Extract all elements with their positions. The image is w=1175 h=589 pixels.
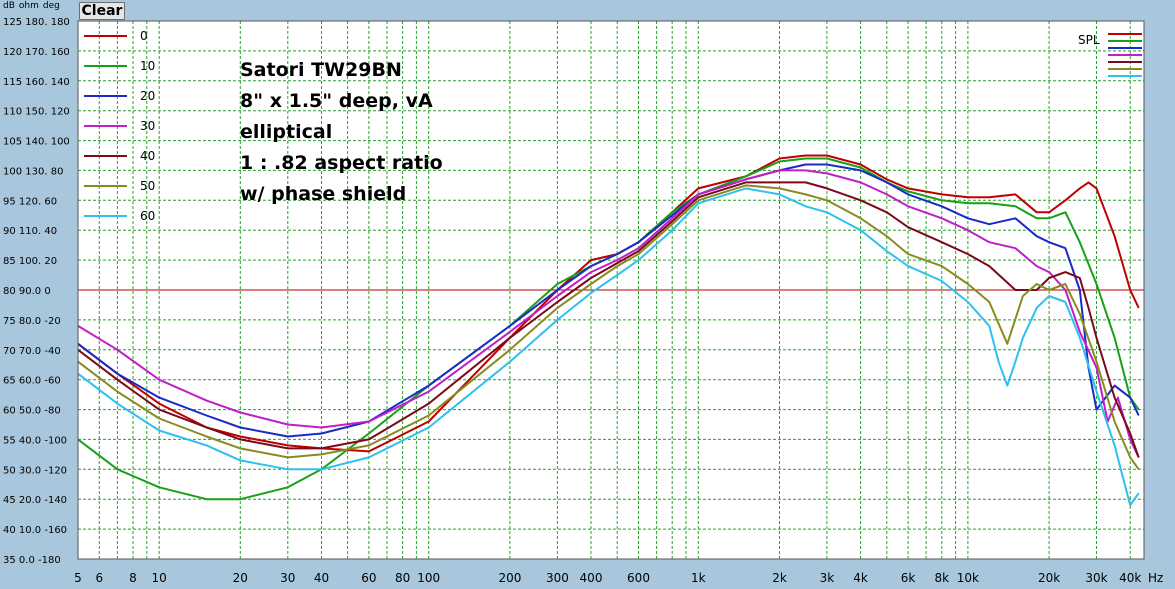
series-line-40 <box>77 181 1140 458</box>
annotation-line: w/ phase shield <box>240 183 406 205</box>
plot-border <box>77 20 1145 560</box>
chart-annotation: Satori TW29BN 8" x 1.5" deep, vA elliptica… <box>240 59 443 205</box>
x-tick-label: 6 <box>95 571 103 585</box>
legend-label: 30 <box>140 119 155 133</box>
series-lines <box>77 154 1140 507</box>
unit-ohm-label: ohm <box>18 1 39 11</box>
legend-label: 50 <box>140 179 155 193</box>
x-tick-label: 8k <box>935 571 950 585</box>
y-tick-label: 125 180. 180 <box>3 17 70 28</box>
x-tick-label: 40k <box>1119 571 1141 585</box>
x-tick-label: 1k <box>691 571 706 585</box>
y-axis-labels: 125 180. 180 120 170. 160 115 160. 140 110 … <box>3 17 70 566</box>
x-tick-label: 20k <box>1038 571 1060 585</box>
x-tick-label: 400 <box>580 571 603 585</box>
x-axis-labels: 5 6 8 10 20 30 40 60 80 100 200 300 400 600 1k 2k 3k 4k 6k… <box>74 571 1163 585</box>
y-tick-label: 50 30.0 -120 <box>3 465 67 476</box>
spl-legend: SPL <box>1078 33 1142 77</box>
spl-legend-label: SPL <box>1078 33 1100 47</box>
x-tick-label: 20 <box>233 571 248 585</box>
x-tick-label: 6k <box>901 571 916 585</box>
series-line-30 <box>77 169 1140 458</box>
unit-deg-label: deg <box>42 1 60 11</box>
x-tick-label: 8 <box>129 571 137 585</box>
clear-button[interactable]: Clear <box>79 2 125 20</box>
grid-lines <box>77 21 1144 559</box>
y-tick-label: 120 170. 160 <box>3 47 70 58</box>
y-tick-label: 80 90.0 0 <box>3 286 51 297</box>
x-tick-label: 3k <box>820 571 835 585</box>
series-line-50 <box>77 184 1140 470</box>
x-unit-label: Hz <box>1148 571 1163 585</box>
y-tick-label: 60 50.0 -80 <box>3 406 61 417</box>
series-line-10 <box>77 157 1140 501</box>
x-tick-label: 60 <box>361 571 376 585</box>
legend-label: 20 <box>140 89 155 103</box>
y-tick-label: 65 60.0 -60 <box>3 376 61 387</box>
annotation-line: elliptical <box>240 121 332 143</box>
y-tick-label: 95 120. 60 <box>3 196 57 207</box>
x-tick-label: 200 <box>498 571 521 585</box>
x-tick-label: 4k <box>853 571 868 585</box>
x-tick-label: 30 <box>280 571 295 585</box>
x-tick-label: 80 <box>395 571 410 585</box>
y-tick-label: 105 140. 100 <box>3 137 70 148</box>
y-tick-label: 55 40.0 -100 <box>3 435 67 446</box>
y-tick-label: 110 150. 120 <box>3 107 70 118</box>
unit-db-label: dB <box>3 1 15 11</box>
x-tick-label: 10 <box>152 571 167 585</box>
y-tick-label: 70 70.0 -40 <box>3 346 61 357</box>
annotation-line: 1 : .82 aspect ratio <box>240 152 443 174</box>
legend-label: 10 <box>140 59 155 73</box>
y-tick-label: 40 10.0 -160 <box>3 525 67 536</box>
x-tick-label: 10k <box>957 571 979 585</box>
series-line-20 <box>77 163 1140 438</box>
y-tick-label: 115 160. 140 <box>3 77 70 88</box>
x-tick-label: 30k <box>1085 571 1107 585</box>
legend-label: 60 <box>140 209 155 223</box>
series-line-60 <box>77 187 1140 507</box>
x-tick-label: 100 <box>417 571 440 585</box>
legend-label: 40 <box>140 149 155 163</box>
y-tick-label: 90 110. 40 <box>3 226 57 237</box>
y-tick-label: 100 130. 80 <box>3 166 63 177</box>
x-tick-label: 40 <box>314 571 329 585</box>
annotation-line: Satori TW29BN <box>240 59 402 81</box>
axis-units-header: dB ohm deg <box>3 1 64 11</box>
y-tick-label: 75 80.0 -20 <box>3 316 61 327</box>
annotation-line: 8" x 1.5" deep, vA <box>240 90 433 112</box>
x-tick-label: 5 <box>74 571 82 585</box>
x-tick-label: 300 <box>546 571 569 585</box>
y-tick-label: 35 0.0 -180 <box>3 555 61 566</box>
x-tick-label: 2k <box>772 571 787 585</box>
x-tick-label: 600 <box>627 571 650 585</box>
y-tick-label: 85 100. 20 <box>3 256 57 267</box>
y-tick-label: 45 20.0 -140 <box>3 495 67 506</box>
legend: 0 10 20 30 40 50 60 <box>84 29 155 223</box>
legend-label: 0 <box>140 29 148 43</box>
